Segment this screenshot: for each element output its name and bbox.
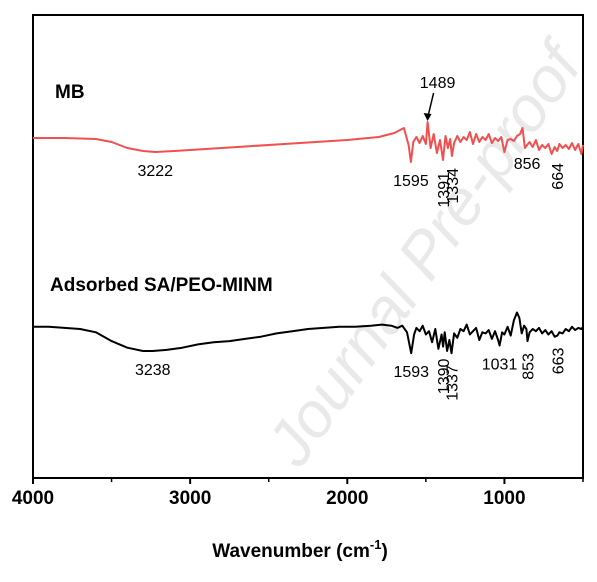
series-line-0 xyxy=(33,121,584,163)
peak-annotation-1593: 1593 xyxy=(393,364,429,381)
x-tick-label-1000: 1000 xyxy=(483,488,525,509)
peak-arrowhead-1489 xyxy=(423,113,432,121)
peak-annotation-856: 856 xyxy=(514,156,541,173)
peak-annotation-1337: 1337 xyxy=(444,365,461,401)
series-label-mb: MB xyxy=(55,82,85,103)
x-axis-title-close: ) xyxy=(381,541,387,562)
peak-label-853: 853 xyxy=(521,353,538,380)
peak-annotation-664: 664 xyxy=(550,163,567,190)
peak-label-3222: 3222 xyxy=(137,163,173,180)
peak-label-1593: 1593 xyxy=(393,364,429,381)
axes-layer: 4000 3000 2000 1000 xyxy=(12,14,584,509)
plot-frame xyxy=(32,14,584,479)
series-layer xyxy=(33,121,584,355)
peak-label-663: 663 xyxy=(550,348,567,375)
peak-label-856: 856 xyxy=(514,156,541,173)
x-tick-label-3000: 3000 xyxy=(169,488,211,509)
series-label-adsorbed: Adsorbed SA/PEO-MINM xyxy=(50,275,273,296)
peak-label-1391: 1391 xyxy=(436,172,453,208)
peak-label-1334: 1334 xyxy=(445,168,462,204)
peak-label-664: 664 xyxy=(550,163,567,190)
peak-annotation-663: 663 xyxy=(550,348,567,375)
peak-annotation-1595: 1595 xyxy=(393,173,429,190)
peak-annotation-3238: 3238 xyxy=(135,362,171,379)
x-axis-title-sup: -1 xyxy=(370,537,382,552)
x-axis-title: Wavenumber (cm-1) xyxy=(212,537,388,562)
series-line-1 xyxy=(33,311,584,355)
x-tick-label-2000: 2000 xyxy=(326,488,368,509)
peak-annotation-3222: 3222 xyxy=(137,163,173,180)
peak-annotation-853: 853 xyxy=(521,353,538,380)
peak-annotation-1031: 1031 xyxy=(482,357,518,374)
peak-annotation-1390: 1390 xyxy=(436,358,453,394)
peak-annotation-1334: 1334 xyxy=(445,168,462,204)
peak-annotation-1391: 1391 xyxy=(436,172,453,208)
peak-label-1031: 1031 xyxy=(482,357,518,374)
peak-label-3238: 3238 xyxy=(135,362,171,379)
peak-annotation-1489: 1489 xyxy=(420,75,456,121)
peak-label-1390: 1390 xyxy=(436,358,453,394)
peak-label-1595: 1595 xyxy=(393,173,429,190)
watermark: Journal Pre-proof xyxy=(252,27,597,479)
peak-label-1489: 1489 xyxy=(420,75,456,92)
x-axis-title-main: Wavenumber (cm xyxy=(212,541,370,562)
peak-label-1337: 1337 xyxy=(444,365,461,401)
x-tick-label-4000: 4000 xyxy=(12,488,54,509)
